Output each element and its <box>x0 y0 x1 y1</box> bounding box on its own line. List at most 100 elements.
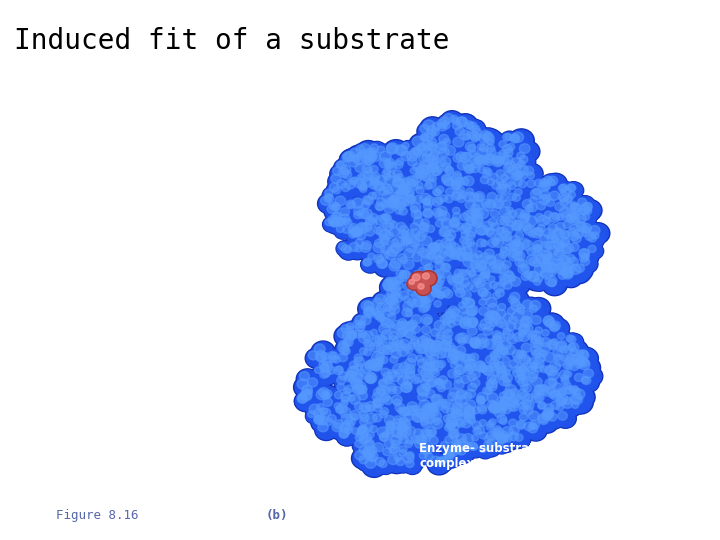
Circle shape <box>428 253 436 259</box>
Circle shape <box>511 220 523 231</box>
Circle shape <box>454 416 474 435</box>
Circle shape <box>383 431 390 437</box>
Circle shape <box>469 207 487 223</box>
Circle shape <box>384 375 400 389</box>
Circle shape <box>566 214 573 221</box>
Circle shape <box>327 350 343 365</box>
Circle shape <box>516 372 532 387</box>
Circle shape <box>382 170 390 178</box>
Circle shape <box>467 367 490 387</box>
Circle shape <box>413 406 436 427</box>
Circle shape <box>436 279 449 292</box>
Circle shape <box>452 207 460 214</box>
Circle shape <box>485 372 504 389</box>
Circle shape <box>333 216 352 234</box>
Circle shape <box>426 240 449 261</box>
Circle shape <box>461 296 475 309</box>
Circle shape <box>521 316 531 325</box>
Circle shape <box>388 455 399 464</box>
Circle shape <box>498 394 518 411</box>
Circle shape <box>558 209 581 230</box>
Circle shape <box>562 368 579 384</box>
Circle shape <box>350 369 372 388</box>
Circle shape <box>485 190 505 209</box>
Circle shape <box>470 124 487 138</box>
Circle shape <box>431 416 447 430</box>
Circle shape <box>552 199 574 219</box>
Circle shape <box>449 177 469 195</box>
Circle shape <box>547 211 568 230</box>
Circle shape <box>314 409 324 419</box>
Circle shape <box>569 343 579 352</box>
Circle shape <box>523 421 541 437</box>
Circle shape <box>354 220 378 242</box>
Circle shape <box>434 455 450 470</box>
Circle shape <box>438 376 448 384</box>
Circle shape <box>492 292 500 299</box>
Circle shape <box>345 329 364 346</box>
Circle shape <box>343 219 352 227</box>
Circle shape <box>394 206 408 219</box>
Circle shape <box>385 296 401 310</box>
Circle shape <box>506 400 528 419</box>
Circle shape <box>397 244 405 251</box>
Circle shape <box>509 133 526 147</box>
Circle shape <box>424 152 443 169</box>
Circle shape <box>357 232 366 240</box>
Circle shape <box>531 242 548 258</box>
Circle shape <box>540 192 559 209</box>
Circle shape <box>362 257 379 272</box>
Circle shape <box>425 339 433 347</box>
Circle shape <box>440 120 457 136</box>
Circle shape <box>469 442 485 456</box>
Circle shape <box>439 440 454 454</box>
Circle shape <box>377 259 387 268</box>
Circle shape <box>438 397 459 415</box>
Circle shape <box>472 190 493 210</box>
Circle shape <box>454 159 476 178</box>
Circle shape <box>522 222 531 230</box>
Circle shape <box>429 175 436 181</box>
Circle shape <box>384 218 401 234</box>
Circle shape <box>430 269 449 287</box>
Circle shape <box>343 339 351 347</box>
Circle shape <box>404 284 429 306</box>
Circle shape <box>317 386 338 404</box>
Circle shape <box>430 166 448 182</box>
Circle shape <box>404 329 413 338</box>
Circle shape <box>509 426 519 435</box>
Circle shape <box>438 141 447 150</box>
Circle shape <box>462 419 472 428</box>
Circle shape <box>384 159 399 173</box>
Circle shape <box>408 158 417 166</box>
Circle shape <box>395 320 412 335</box>
Circle shape <box>531 245 550 263</box>
Circle shape <box>428 409 451 430</box>
Circle shape <box>523 322 540 339</box>
Circle shape <box>457 276 479 295</box>
Circle shape <box>439 287 450 297</box>
Circle shape <box>521 420 543 439</box>
Circle shape <box>399 305 421 325</box>
Circle shape <box>313 366 328 379</box>
Circle shape <box>361 347 378 362</box>
Circle shape <box>353 237 371 253</box>
Circle shape <box>403 424 425 443</box>
Circle shape <box>464 361 484 379</box>
Circle shape <box>500 251 508 258</box>
Circle shape <box>488 360 506 376</box>
Circle shape <box>456 223 464 230</box>
Circle shape <box>328 214 350 235</box>
Circle shape <box>441 175 463 194</box>
Circle shape <box>567 221 590 242</box>
Circle shape <box>398 416 413 429</box>
Circle shape <box>494 225 519 247</box>
Circle shape <box>481 199 504 219</box>
Circle shape <box>374 359 383 367</box>
Circle shape <box>359 402 377 418</box>
Circle shape <box>414 161 439 184</box>
Circle shape <box>373 310 389 325</box>
Circle shape <box>370 362 388 378</box>
Circle shape <box>379 345 390 354</box>
Circle shape <box>400 417 407 424</box>
